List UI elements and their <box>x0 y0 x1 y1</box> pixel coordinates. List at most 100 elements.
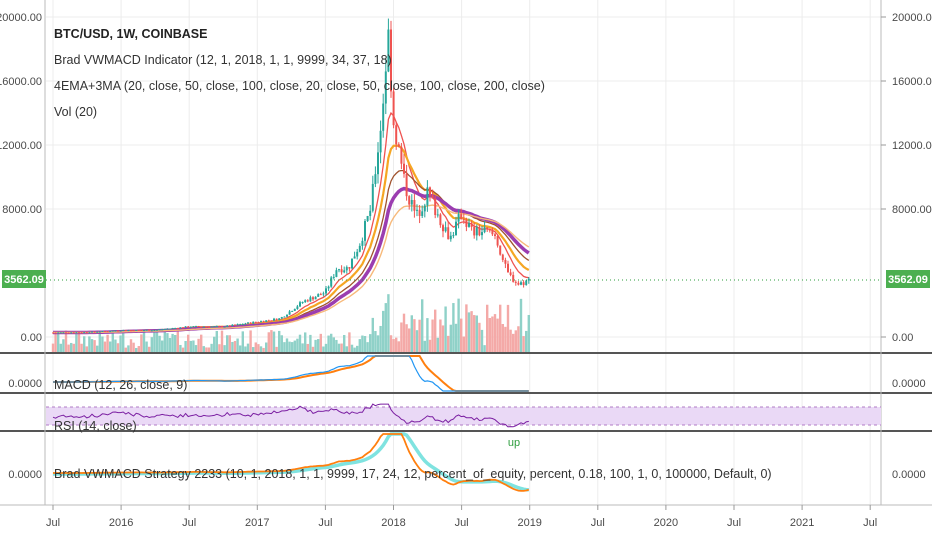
volume-bar <box>142 331 146 352</box>
candle-body <box>244 323 247 325</box>
candle-body <box>169 328 171 330</box>
volume-bar <box>486 304 489 352</box>
candle-body <box>332 276 335 278</box>
candle-body <box>293 309 296 311</box>
candle-body <box>436 214 439 216</box>
volume-bar <box>371 317 374 352</box>
volume-bar <box>257 344 260 352</box>
candle-body <box>208 326 210 328</box>
symbol-title: BTC/USD, 1W, COINBASE <box>54 27 208 41</box>
volume-bar <box>343 334 346 352</box>
volume-bar <box>288 341 291 352</box>
volume-bar <box>395 337 398 352</box>
candle-body <box>80 332 83 334</box>
candle-body <box>371 183 374 211</box>
volume-bar <box>210 343 213 352</box>
candle-body <box>234 324 236 326</box>
volume-bar <box>67 344 70 352</box>
candle-body <box>93 331 96 333</box>
volume-bar <box>90 339 94 352</box>
volume-bar <box>150 337 153 352</box>
left-last-price-tag: 3562.09 <box>2 270 46 288</box>
right-price-axis: 20000.00 16000.00 12000.00 8000.00 0.00 <box>881 12 932 344</box>
volume-bar <box>514 330 517 352</box>
candle-body <box>247 322 249 324</box>
volume-bar <box>267 332 270 352</box>
volume-bar <box>174 335 177 352</box>
candle-body <box>252 321 255 324</box>
volume-bar <box>80 343 83 352</box>
volume-bar <box>88 336 91 352</box>
left-price-tick: 20000.00 <box>0 12 42 24</box>
candle-body <box>439 214 442 226</box>
candle-body <box>403 163 405 174</box>
volume-bar <box>166 333 169 352</box>
volume-bar <box>145 341 148 352</box>
candle-body <box>462 219 465 221</box>
volume-bar <box>85 346 88 352</box>
volume-bar <box>444 306 447 352</box>
candle-body <box>288 311 291 315</box>
macd-legend: MACD (12, 26, close, 9) <box>54 378 187 392</box>
volume-bar <box>148 346 151 352</box>
volume-bar <box>314 339 317 352</box>
candle-body <box>366 216 369 222</box>
candle-body <box>200 326 203 328</box>
volume-bar <box>285 338 289 352</box>
left-price-tick: 0.00 <box>21 332 42 344</box>
candle-body <box>213 326 216 328</box>
volume-bar <box>298 334 302 352</box>
candle-body <box>85 332 88 334</box>
candle-body <box>400 146 403 164</box>
candle-body <box>449 235 452 240</box>
volume-bar <box>262 347 265 352</box>
volume-bar <box>358 339 361 352</box>
candle-body <box>405 173 408 197</box>
candle-body <box>153 330 156 332</box>
candle-body <box>397 144 400 147</box>
candle-body <box>140 330 143 332</box>
volume-bar <box>93 340 96 352</box>
candle-body <box>137 329 140 331</box>
volume-bar <box>163 331 166 352</box>
volume-bar <box>363 336 367 352</box>
volume-bar <box>493 314 497 352</box>
volume-bar <box>462 336 465 352</box>
volume-bar <box>330 333 333 352</box>
volume-bar <box>384 303 387 352</box>
volume-bar <box>116 343 120 352</box>
volume-bar <box>189 340 192 352</box>
macd-axis-tick-right: 0.0000 <box>892 378 926 390</box>
volume-bar <box>153 331 156 352</box>
volume-bar <box>194 345 198 352</box>
volume-bar <box>306 343 309 352</box>
volume-bar <box>392 339 395 352</box>
volume-bar <box>431 319 434 352</box>
candle-body <box>475 227 478 236</box>
volume-bar <box>356 345 359 352</box>
volume-bar <box>291 342 294 352</box>
volume-bar <box>218 344 221 352</box>
candle-body <box>161 329 164 331</box>
volume-bar <box>415 330 419 352</box>
volume-bar <box>522 336 525 352</box>
candle-body <box>174 327 177 329</box>
volume-bar <box>475 315 478 352</box>
volume-bar <box>332 337 335 352</box>
candle-body <box>221 326 223 328</box>
candle-body <box>205 326 208 328</box>
candle-body <box>444 227 447 232</box>
candle-body <box>158 329 161 331</box>
strategy-legend: Brad VWMACD Strategy 2233 (10, 1, 2018, … <box>54 467 772 481</box>
candle-body <box>267 320 270 322</box>
volume-bar <box>428 339 432 352</box>
volume-bar <box>506 304 510 352</box>
volume-bar <box>408 328 411 352</box>
candle-body <box>434 198 437 216</box>
volume-bar <box>491 316 494 352</box>
right-price-tick: 12000.00 <box>892 140 932 152</box>
candle-body <box>358 245 361 252</box>
candle-body <box>520 282 522 285</box>
volume-bar <box>239 345 242 352</box>
candle-body <box>72 332 75 334</box>
